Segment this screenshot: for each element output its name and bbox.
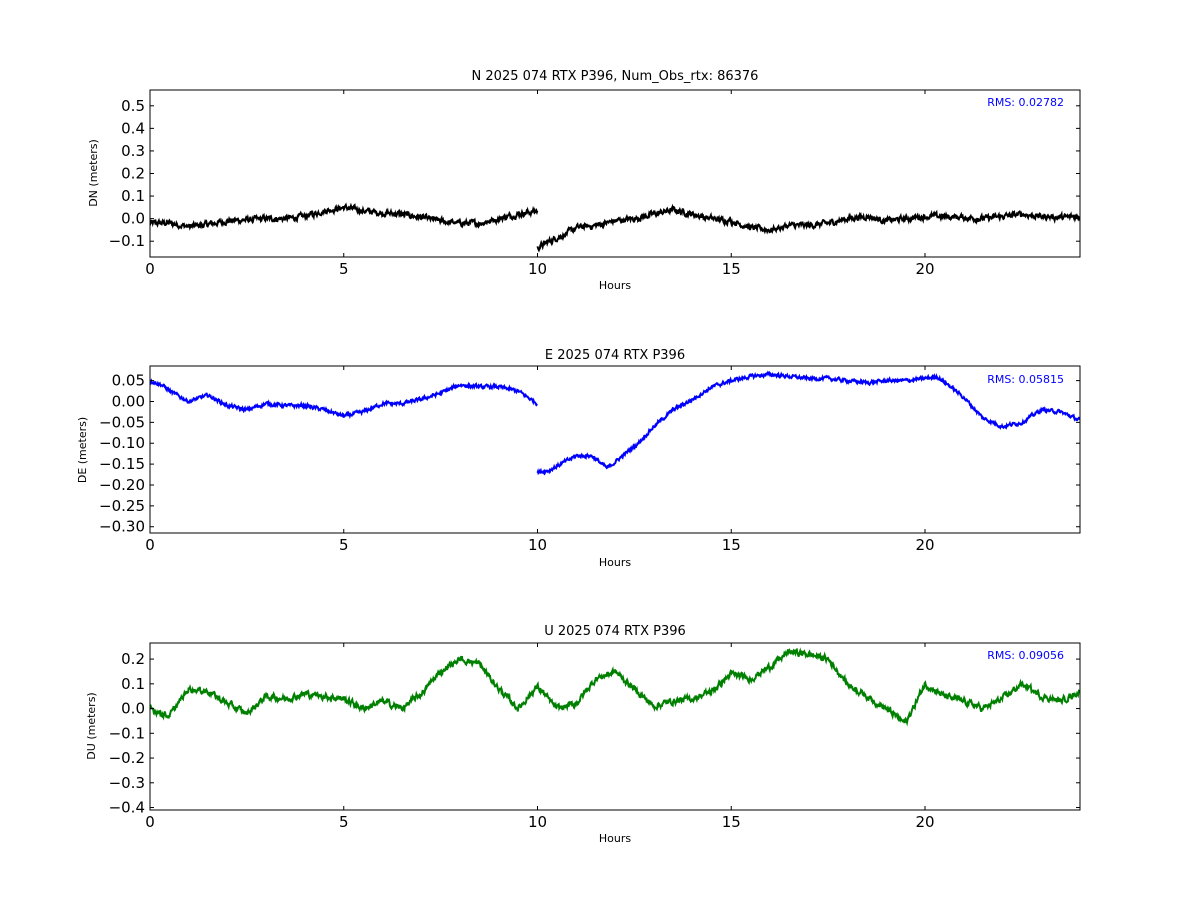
- panel-east-ytick-label: −0.30: [99, 518, 145, 536]
- panel-east-series-line-1: [150, 378, 538, 420]
- panel-north-ytick-label: 0.5: [121, 97, 145, 115]
- panel-east-ytick-label: −0.15: [99, 455, 145, 473]
- panel-east-ytick-label: 0.00: [112, 392, 145, 410]
- panel-north-ytick-label: 0.0: [121, 210, 145, 228]
- panel-up-ytick-label: −0.4: [109, 799, 145, 817]
- panel-north-ytick-label: 0.4: [121, 119, 145, 137]
- panel-up-xtick-label: 20: [915, 813, 934, 831]
- panel-north: N 2025 074 RTX P396, Num_Obs_rtx: 86376 …: [87, 69, 1081, 292]
- panel-up-series-line-1: [150, 647, 1080, 727]
- panel-up-ytick-label: 0.0: [121, 700, 145, 718]
- panel-up-ytick-label: −0.3: [109, 774, 145, 792]
- panel-east-series-line-2: [536, 370, 1080, 476]
- panel-up-frame: [149, 642, 1081, 811]
- panel-north-rms-annotation: RMS: 0.02782: [987, 96, 1064, 109]
- panel-east: E 2025 074 RTX P396 0 5 10 15 20 0.05 0.00 −0.0…: [76, 348, 1081, 569]
- panel-up-ylabel: DU (meters): [85, 692, 98, 759]
- panel-east-xtick-label: 10: [528, 536, 547, 554]
- panel-up-xtick-label: 15: [722, 813, 741, 831]
- panel-up-title: U 2025 074 RTX P396: [544, 624, 686, 639]
- panel-east-frame: [149, 365, 1081, 534]
- panel-up-ytick-label: 0.1: [121, 675, 145, 693]
- panel-north-xlabel: Hours: [599, 279, 631, 292]
- panel-north-ylabel: DN (meters): [87, 139, 100, 207]
- panel-north-ytick-label: 0.1: [121, 187, 145, 205]
- panel-north-xtick-label: 10: [528, 260, 547, 278]
- panel-east-ytick-label: −0.10: [99, 434, 145, 452]
- panel-up-rms-annotation: RMS: 0.09056: [987, 649, 1064, 662]
- panel-east-ytick-label: 0.05: [112, 372, 145, 390]
- panel-east-ylabel: DE (meters): [76, 417, 89, 483]
- panel-up: U 2025 074 RTX P396 0 5 10 15 20 0.2 0.1 0.0 −0.…: [85, 624, 1081, 845]
- panel-north-ytick-label: 0.3: [121, 142, 145, 160]
- panel-up-xtick-label: 5: [339, 813, 349, 831]
- panel-north-xtick-label: 20: [915, 260, 934, 278]
- panel-east-ytick-label: −0.25: [99, 497, 145, 515]
- panel-up-xtick-label: 10: [528, 813, 547, 831]
- panel-north-series-line-2: [536, 203, 1080, 253]
- panel-east-ytick-label: −0.20: [99, 476, 145, 494]
- panel-east-xtick-label: 20: [915, 536, 934, 554]
- panel-east-title: E 2025 074 RTX P396: [545, 348, 685, 363]
- panel-up-xtick-label: 0: [145, 813, 155, 831]
- panel-up-xlabel: Hours: [599, 832, 631, 845]
- panel-up-ytick-label: −0.1: [109, 724, 145, 742]
- panel-east-ytick-label: −0.05: [99, 413, 145, 431]
- panel-north-xtick-label: 5: [339, 260, 349, 278]
- panel-east-xtick-label: 15: [722, 536, 741, 554]
- panel-north-title: N 2025 074 RTX P396, Num_Obs_rtx: 86376: [472, 69, 759, 84]
- panel-north-xtick-label: 15: [722, 260, 741, 278]
- panel-north-ytick-label: −0.1: [109, 232, 145, 250]
- panel-up-ytick-label: −0.2: [109, 749, 145, 767]
- panel-north-xtick-label: 0: [145, 260, 155, 278]
- panel-east-rms-annotation: RMS: 0.05815: [987, 373, 1064, 386]
- panel-east-xlabel: Hours: [599, 556, 631, 569]
- panel-north-ytick-label: 0.2: [121, 165, 145, 183]
- panel-north-series-line-1: [150, 202, 539, 231]
- panel-east-xtick-label: 5: [339, 536, 349, 554]
- panel-east-xtick-label: 0: [145, 536, 155, 554]
- panel-up-ytick-label: 0.2: [121, 650, 145, 668]
